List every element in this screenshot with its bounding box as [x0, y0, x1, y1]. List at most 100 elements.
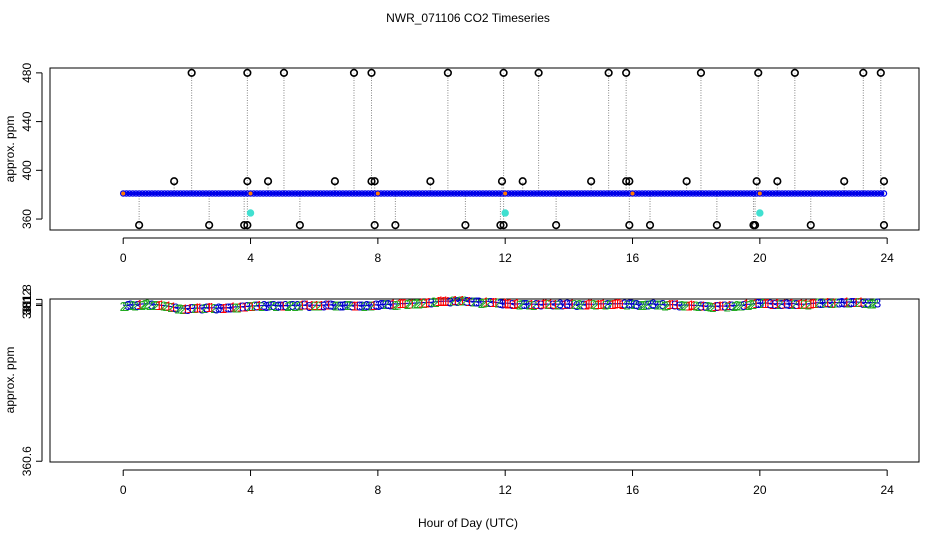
series-3-marker: 3	[380, 297, 387, 312]
baseline-point	[193, 190, 200, 197]
baseline-point	[282, 190, 289, 197]
baseline-point	[731, 190, 738, 197]
baseline-point	[715, 190, 722, 197]
series-2-marker: 2	[736, 298, 743, 313]
y-tick-label: 381.2	[20, 289, 34, 319]
series-1-marker: 1	[597, 297, 604, 312]
baseline-point	[721, 190, 729, 197]
baseline-point	[330, 190, 337, 197]
series-3-marker: 3	[189, 301, 196, 316]
baseline-point	[345, 190, 353, 197]
series-1-marker: 1	[249, 299, 256, 314]
baseline-point	[619, 190, 627, 197]
outlier-point	[750, 221, 760, 230]
baseline-point	[435, 190, 442, 197]
series-1-marker: 1	[568, 297, 575, 312]
series-2-marker: 2	[833, 296, 840, 311]
series-2-marker: 2	[139, 298, 146, 313]
segment-start-point	[248, 191, 253, 196]
series-2-marker: 2	[494, 296, 501, 311]
series-1-marker: 1	[440, 294, 447, 309]
baseline-point	[275, 190, 283, 197]
series-1-marker: 1	[802, 296, 809, 311]
baseline-point	[829, 190, 837, 197]
baseline-point	[581, 190, 589, 197]
series-2-marker: 2	[258, 299, 265, 314]
outlier-point	[645, 221, 655, 230]
series-3-marker: 3	[652, 297, 659, 312]
baseline-point	[291, 190, 299, 197]
series-1-marker: 1	[466, 294, 473, 309]
baseline-point	[352, 190, 359, 197]
series-2-marker: 2	[776, 297, 783, 312]
top-y-axis-label: approx. ppm	[3, 116, 17, 183]
baseline-point	[158, 190, 165, 197]
series-2-marker: 2	[141, 297, 148, 312]
series-3-marker: 3	[819, 296, 826, 311]
series-3-marker: 3	[373, 298, 380, 313]
series-1-marker: 1	[408, 296, 415, 311]
baseline-point	[298, 190, 305, 197]
series-3-marker: 3	[841, 295, 848, 310]
series-2-marker: 2	[623, 297, 630, 312]
baseline-point	[855, 190, 862, 197]
series-2-marker: 2	[480, 296, 487, 311]
baseline-point	[454, 190, 461, 197]
outlier-point	[443, 68, 452, 77]
baseline-point	[154, 190, 162, 197]
outlier-point	[790, 68, 799, 77]
series-3-marker: 3	[779, 297, 786, 312]
baseline-point	[323, 190, 331, 197]
figure-title: NWR_071106 CO2 Timeseries	[386, 11, 550, 25]
baseline-point	[285, 190, 292, 197]
series-3-marker: 3	[836, 296, 843, 311]
baseline-point	[810, 190, 818, 197]
baseline-point	[457, 190, 464, 197]
baseline-point	[606, 190, 614, 197]
segment-start-point	[375, 191, 380, 196]
baseline-point	[409, 190, 417, 197]
baseline-point	[880, 190, 888, 197]
series-1-marker: 1	[769, 297, 776, 312]
series-2-marker: 2	[382, 297, 389, 312]
series-2-marker: 2	[201, 301, 208, 316]
baseline-point	[689, 190, 697, 197]
series-1-marker: 1	[370, 298, 377, 313]
series-3-marker: 3	[244, 299, 251, 314]
baseline-point	[737, 190, 744, 197]
baseline-point	[161, 190, 168, 197]
series-2-marker: 2	[759, 296, 766, 311]
baseline-point	[368, 190, 375, 197]
baseline-point	[170, 190, 178, 197]
baseline-point	[463, 190, 471, 197]
baseline-point	[702, 190, 709, 197]
bottom-panel: 2233223122223221122121322213132113231123…	[3, 284, 920, 497]
x-tick-label: 20	[753, 483, 767, 497]
series-2-marker: 2	[647, 297, 654, 312]
series-1-marker: 1	[437, 294, 444, 309]
baseline-point	[304, 190, 312, 197]
baseline-point	[559, 190, 566, 197]
series-2-marker: 2	[790, 297, 797, 312]
baseline-point	[718, 190, 725, 197]
series-3-marker: 3	[277, 298, 284, 313]
outlier-point	[534, 68, 543, 77]
outlier-point	[135, 221, 144, 230]
baseline-point	[384, 190, 391, 197]
series-1-marker: 1	[743, 297, 750, 312]
trend-line-segment	[751, 303, 754, 305]
series-3-marker: 3	[676, 298, 683, 313]
baseline-point	[237, 190, 245, 197]
baseline-point	[868, 190, 875, 197]
series-3-marker: 3	[633, 297, 640, 312]
series-2-marker: 2	[657, 298, 664, 313]
baseline-point	[393, 190, 401, 197]
top-plot-frame	[49, 67, 920, 231]
baseline-point	[218, 190, 226, 197]
baseline-point	[415, 190, 423, 197]
series-1-marker: 1	[795, 297, 802, 312]
outlier-point	[696, 68, 706, 77]
outlier-point	[367, 177, 376, 186]
series-3-marker: 3	[874, 295, 881, 310]
